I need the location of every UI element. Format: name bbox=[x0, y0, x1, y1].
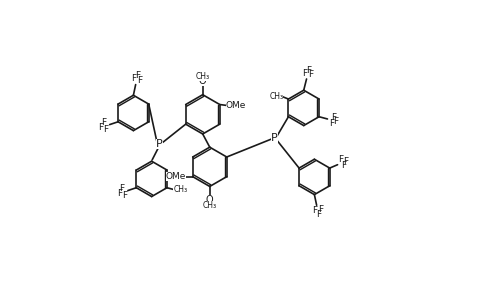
Text: OMe: OMe bbox=[166, 172, 186, 181]
Text: F: F bbox=[99, 123, 104, 132]
Text: F: F bbox=[338, 155, 344, 164]
Text: F: F bbox=[331, 113, 336, 122]
Text: F: F bbox=[120, 184, 124, 193]
Text: F: F bbox=[131, 74, 136, 83]
Text: CH₃: CH₃ bbox=[173, 186, 187, 195]
Text: F: F bbox=[137, 76, 143, 85]
Text: P: P bbox=[156, 139, 163, 149]
Text: CH₃: CH₃ bbox=[203, 201, 217, 210]
Text: F: F bbox=[104, 125, 108, 134]
Text: F: F bbox=[117, 189, 122, 198]
Text: OMe: OMe bbox=[226, 102, 246, 111]
Text: CH₃: CH₃ bbox=[196, 72, 210, 81]
Text: F: F bbox=[318, 205, 323, 214]
Text: F: F bbox=[316, 210, 321, 219]
Text: O: O bbox=[206, 195, 213, 206]
Text: F: F bbox=[135, 71, 140, 80]
Text: F: F bbox=[101, 118, 106, 127]
Text: CH₃: CH₃ bbox=[269, 92, 284, 101]
Text: F: F bbox=[121, 191, 127, 200]
Text: F: F bbox=[302, 69, 307, 78]
Text: F: F bbox=[343, 157, 348, 166]
Text: F: F bbox=[306, 66, 311, 75]
Text: F: F bbox=[308, 70, 314, 80]
Text: P: P bbox=[271, 133, 278, 143]
Text: O: O bbox=[199, 76, 207, 86]
Text: F: F bbox=[329, 119, 334, 128]
Text: F: F bbox=[341, 161, 346, 170]
Text: F: F bbox=[312, 206, 317, 215]
Text: F: F bbox=[333, 117, 339, 126]
